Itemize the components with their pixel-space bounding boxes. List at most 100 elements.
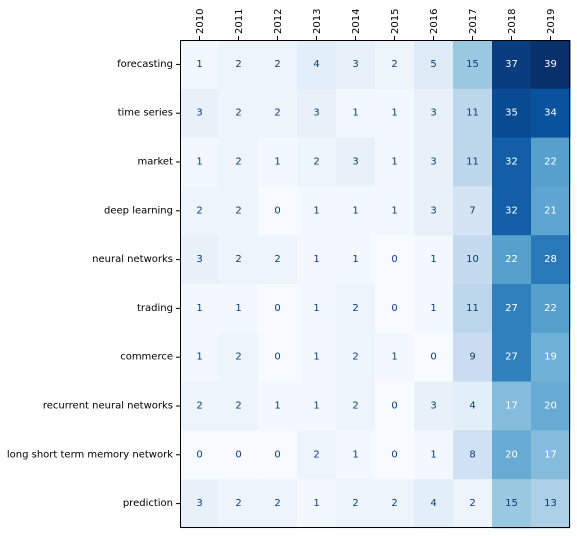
cell-value-label: 2 <box>235 157 241 168</box>
cell-value-label: 11 <box>466 303 479 314</box>
cell-value-label: 2 <box>235 205 241 216</box>
cell-value-label: 8 <box>469 449 475 460</box>
cell-value-label: 21 <box>544 205 557 216</box>
heatmap-cell <box>375 284 415 334</box>
heatmap-cell <box>453 88 493 139</box>
heatmap-cell <box>531 479 571 529</box>
cell-value-label: 1 <box>391 205 397 216</box>
cell-value-label: 20 <box>505 449 518 460</box>
x-tick-label: 2014 <box>351 9 362 34</box>
heatmap-cell <box>453 381 493 431</box>
heatmap-cell <box>297 381 337 431</box>
cell-value-label: 11 <box>466 108 479 119</box>
heatmap-cell <box>219 88 259 139</box>
heatmap-cell <box>219 284 259 334</box>
heatmap-cell <box>219 235 259 285</box>
x-axis-ticks: 2010 2011 2012 2013 2014 2015 2016 2017 2018 2019 <box>195 9 557 40</box>
cell-value-label: 0 <box>391 303 397 314</box>
y-tick-label: recurrent neural networks <box>43 401 173 412</box>
x-tick-label: 2011 <box>234 9 245 34</box>
heatmap-cell <box>219 430 259 480</box>
heatmap-cell <box>297 186 337 236</box>
y-axis-ticks: forecasting time series market deep learnin… <box>7 59 180 509</box>
heatmap-cell <box>453 284 493 334</box>
heatmap-cell <box>336 235 376 285</box>
cell-value-label: 10 <box>466 254 479 265</box>
cell-value-label: 3 <box>352 157 358 168</box>
cell-value-label: 2 <box>235 59 241 70</box>
heatmap-cell <box>453 332 493 383</box>
cell-value-label: 2 <box>196 401 202 412</box>
cell-value-label: 15 <box>466 59 479 70</box>
heatmap-cell <box>492 430 532 480</box>
cell-value-label: 1 <box>352 449 358 460</box>
heatmap-cell <box>180 284 220 334</box>
heatmap-cell <box>180 430 220 480</box>
heatmap-cell <box>258 332 298 383</box>
cell-value-label: 2 <box>352 352 358 363</box>
y-tick-label: prediction <box>123 498 173 509</box>
cell-value-labels: 1 2 2 4 3 2 5 15 37 393 2 2 3 1 1 3 11 35 341 2 1 2 3 1 3 11 32 222… <box>196 59 557 509</box>
cell-value-label: 5 <box>430 59 436 70</box>
cell-value-label: 3 <box>313 108 319 119</box>
cell-value-label: 1 <box>352 108 358 119</box>
cell-value-label: 22 <box>544 157 557 168</box>
cell-value-label: 3 <box>430 157 436 168</box>
y-tick-label: long short term memory network <box>7 449 173 460</box>
cell-value-label: 4 <box>469 401 475 412</box>
heatmap-cell <box>375 137 415 187</box>
heatmap-cell <box>492 40 532 90</box>
heatmap-cell <box>336 381 376 431</box>
cell-value-label: 1 <box>313 205 319 216</box>
heatmap-cell <box>531 381 571 431</box>
heatmap-cell <box>375 430 415 480</box>
cell-value-label: 2 <box>391 498 397 509</box>
heatmap-cell <box>492 381 532 431</box>
cell-value-label: 0 <box>391 401 397 412</box>
cell-value-label: 20 <box>544 401 557 412</box>
cell-value-label: 27 <box>505 303 518 314</box>
heatmap-cell <box>297 430 337 480</box>
cell-value-label: 1 <box>313 401 319 412</box>
cell-value-label: 0 <box>274 352 280 363</box>
cell-value-label: 7 <box>469 205 475 216</box>
heatmap-cell <box>258 186 298 236</box>
heatmap-cell <box>336 430 376 480</box>
heatmap-cell <box>492 186 532 236</box>
heatmap-cell <box>414 430 454 480</box>
heatmap-cell <box>414 186 454 236</box>
cell-value-label: 2 <box>352 303 358 314</box>
heatmap-cell <box>219 381 259 431</box>
heatmap-cell <box>336 40 376 90</box>
plot-frame <box>180 40 570 528</box>
x-tick-label: 2012 <box>273 9 284 34</box>
heatmap-cell <box>453 137 493 187</box>
cell-value-label: 2 <box>352 498 358 509</box>
cell-value-label: 1 <box>196 59 202 70</box>
cell-value-label: 1 <box>196 157 202 168</box>
heatmap-cell <box>336 186 376 236</box>
cell-value-label: 2 <box>391 59 397 70</box>
heatmap-cell <box>531 88 571 139</box>
x-tick-label: 2019 <box>546 9 557 34</box>
cell-value-label: 2 <box>235 352 241 363</box>
heatmap-cell <box>453 235 493 285</box>
cell-value-label: 4 <box>313 59 319 70</box>
heatmap-cell <box>375 381 415 431</box>
heatmap-cell <box>258 479 298 529</box>
cell-value-label: 2 <box>313 449 319 460</box>
heatmap-cell <box>336 284 376 334</box>
cell-value-label: 3 <box>196 498 202 509</box>
heatmap-cell <box>492 479 532 529</box>
heatmap-cell <box>180 479 220 529</box>
cell-value-label: 17 <box>505 401 518 412</box>
cell-value-label: 2 <box>235 401 241 412</box>
cell-value-label: 2 <box>352 401 358 412</box>
cell-value-label: 1 <box>391 352 397 363</box>
heatmap-cell <box>297 284 337 334</box>
heatmap-cell <box>414 88 454 139</box>
heatmap-cell <box>180 137 220 187</box>
cell-value-label: 32 <box>505 205 518 216</box>
heatmap-cell <box>258 381 298 431</box>
heatmap-cells <box>180 40 571 529</box>
